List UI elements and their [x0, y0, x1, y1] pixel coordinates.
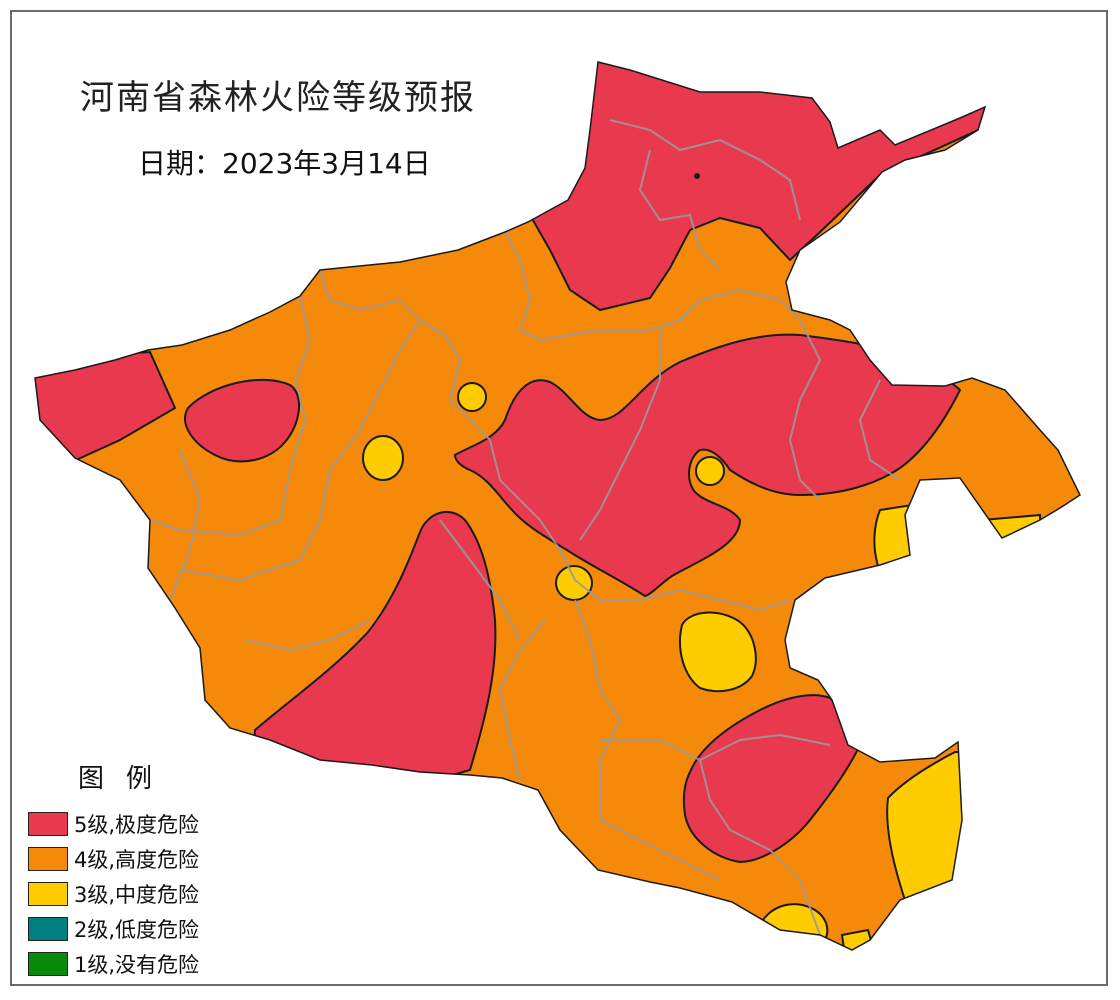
zone-level3-c: [695, 456, 725, 486]
zone-level5-west: [35, 350, 177, 461]
legend-label-level2: 2级,低度危险: [74, 917, 200, 942]
map-date: 日期：2023年3月14日: [138, 147, 431, 180]
zone-level3-b: [362, 435, 404, 481]
zone-level3-j: [840, 928, 877, 950]
legend-item-level3: 3级,中度危险: [28, 876, 199, 911]
legend-label-level5: 5级,极度危险: [74, 812, 200, 837]
map-title: 河南省森林火险等级预报: [80, 78, 476, 118]
legend-title: 图例: [78, 764, 175, 794]
legend-swatch-level3: [28, 881, 68, 906]
province-outline: [34, 61, 1081, 951]
legend-item-level2: 2级,低度危险: [28, 911, 199, 946]
legend-item-level5: 5级,极度危险: [28, 806, 199, 841]
legend-label-level4: 4级,高度危险: [74, 847, 200, 872]
legend-swatch-level1: [28, 951, 68, 976]
legend-swatch-level4: [28, 846, 68, 871]
legend-item-level4: 4级,高度危险: [28, 841, 199, 876]
legend-swatch-level5: [28, 811, 68, 836]
zone-level3-g: [979, 513, 1041, 542]
capital-marker: [694, 173, 700, 179]
admin-boundaries: [149, 119, 901, 936]
zone-level5-southeast: [682, 694, 862, 864]
legend-label-level3: 3级,中度危险: [74, 882, 200, 907]
zone-level3-d: [555, 565, 593, 601]
legend-swatch-level2: [28, 916, 68, 941]
legend: 5级,极度危险 4级,高度危险 3级,中度危险 2级,低度危险 1级,没有危险: [28, 806, 199, 981]
zone-level5-west-island: [184, 378, 301, 463]
zone-level5-central: [453, 333, 962, 598]
zone-level5-southwest: [248, 511, 497, 791]
zone-level3-a: [457, 382, 487, 412]
legend-item-level1: 1级,没有危险: [28, 946, 199, 981]
legend-label-level1: 1级,没有危险: [74, 952, 200, 977]
zone-level3-e: [679, 611, 757, 693]
